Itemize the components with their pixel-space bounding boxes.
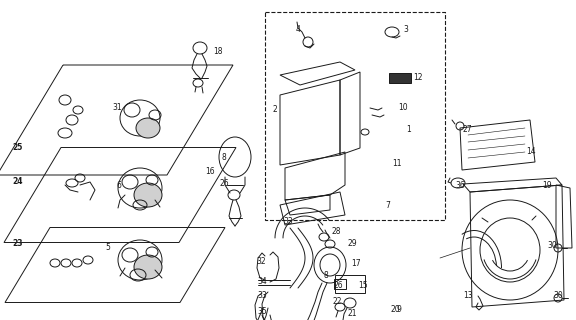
Text: 35: 35 <box>257 307 267 316</box>
Text: 34: 34 <box>257 277 267 286</box>
Text: 5: 5 <box>105 244 111 252</box>
Text: 18: 18 <box>213 47 223 57</box>
Text: 31: 31 <box>112 103 122 113</box>
Text: 22: 22 <box>332 298 342 307</box>
Text: 28: 28 <box>331 228 341 236</box>
Text: 19: 19 <box>542 180 552 189</box>
Text: 9: 9 <box>396 306 401 315</box>
Text: 1: 1 <box>407 125 411 134</box>
Ellipse shape <box>134 255 162 279</box>
Text: 8: 8 <box>222 153 226 162</box>
Text: 11: 11 <box>392 158 401 167</box>
Text: 10: 10 <box>398 102 408 111</box>
Text: 6: 6 <box>116 180 122 189</box>
Text: 8: 8 <box>324 271 328 281</box>
Text: 23: 23 <box>13 239 23 249</box>
Text: 24: 24 <box>13 178 23 187</box>
Bar <box>389 73 411 83</box>
Bar <box>265 12 445 220</box>
Text: 20: 20 <box>390 306 400 315</box>
Text: 16: 16 <box>205 167 215 177</box>
Ellipse shape <box>134 183 162 207</box>
Text: 7: 7 <box>385 201 391 210</box>
Text: 30: 30 <box>547 242 557 251</box>
Text: 2: 2 <box>272 106 278 115</box>
Text: 30: 30 <box>553 292 563 300</box>
Text: 32: 32 <box>256 258 266 267</box>
Ellipse shape <box>136 118 160 138</box>
Text: 21: 21 <box>347 308 357 317</box>
Text: 33: 33 <box>283 218 293 227</box>
Text: 27: 27 <box>462 125 472 134</box>
Text: 36: 36 <box>455 181 465 190</box>
Text: 14: 14 <box>526 148 536 156</box>
Text: 12: 12 <box>413 74 423 83</box>
Text: 4: 4 <box>295 26 301 35</box>
Text: 25: 25 <box>13 143 23 153</box>
Text: 26: 26 <box>333 282 343 291</box>
Bar <box>334 279 346 289</box>
Text: 13: 13 <box>463 291 473 300</box>
Text: 15: 15 <box>358 281 368 290</box>
Text: 17: 17 <box>351 259 361 268</box>
Text: 33: 33 <box>257 292 267 300</box>
Text: 3: 3 <box>404 26 408 35</box>
Text: 29: 29 <box>347 239 357 249</box>
Bar <box>335 275 365 293</box>
Text: 26: 26 <box>219 179 229 188</box>
